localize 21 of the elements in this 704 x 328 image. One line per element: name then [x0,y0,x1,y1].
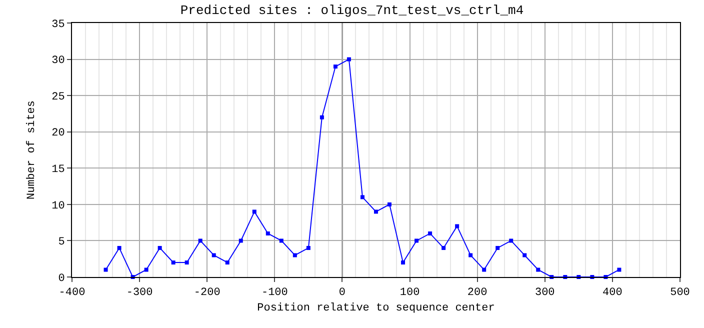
y-tick-label: 15 [52,164,65,176]
x-tick-label: 300 [534,287,555,300]
y-tick-label: 30 [52,55,65,68]
y-tick-label: 35 [52,18,65,31]
x-axis-title: Position relative to sequence center [257,302,495,314]
x-tick-label: -400 [58,287,86,300]
x-tick-label: 200 [467,287,488,300]
x-tick-label: 500 [670,287,690,300]
x-tick-label: -300 [126,287,153,300]
y-tick-label: 25 [52,91,65,104]
y-axis-title: Number of sites [26,100,38,200]
x-tick-label: -200 [194,287,220,300]
x-tick-label: 0 [338,287,346,300]
x-tick-label: -100 [261,287,288,300]
chart-title: Predicted sites : oligos_7nt_test_vs_ctrl_m4 [180,3,524,18]
y-tick-label: 0 [58,272,65,285]
x-tick-label: 400 [602,287,622,300]
y-tick-label: 10 [52,200,65,212]
y-tick-label: 5 [58,236,65,249]
y-tick-label: 20 [52,128,65,140]
x-tick-label: 100 [400,287,420,300]
